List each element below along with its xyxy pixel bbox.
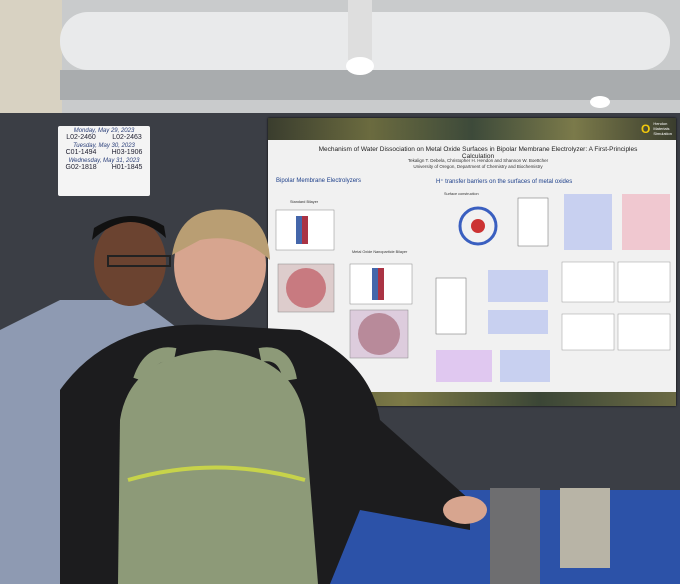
poster-figures: [275, 194, 671, 382]
legs: [560, 488, 610, 568]
poster-authors: Tekalign T. Debela, Christopher H. Hendo…: [407, 158, 549, 163]
poster: O Hendon Materials Simulation Mechanism …: [268, 118, 676, 406]
poster-header-band: [268, 118, 676, 140]
figure-label: Standard Bilayer: [290, 200, 319, 204]
schedule-codes: L02-2460 L02-2463: [58, 134, 150, 141]
hair: [172, 209, 270, 260]
light: [590, 96, 610, 108]
schedule-date: Tuesday, May 30, 2023: [73, 143, 135, 149]
logo: O Hendon Materials Simulation: [641, 121, 672, 136]
schedule-codes: G02-1818 H01-1845: [58, 164, 150, 171]
poster-code: H01-1845: [111, 164, 143, 171]
poster-code: C01-1494: [65, 149, 97, 156]
light-fixture: [348, 0, 372, 60]
poster-code: G02-1818: [65, 164, 97, 171]
hand: [443, 496, 487, 524]
hair: [92, 215, 166, 240]
schedule-date: Wednesday, May 31, 2023: [68, 158, 140, 164]
ceiling-truss: [60, 70, 680, 100]
poster-title: Mechanism of Water Dissociation on Metal…: [318, 146, 638, 160]
logo-line: Hendon: [653, 121, 668, 126]
glasses: [107, 255, 171, 267]
logo-mark: O: [640, 121, 651, 136]
pillar: [0, 0, 62, 115]
schedule-date: Monday, May 29, 2023: [73, 128, 135, 134]
schedule-codes: C01-1494 H03-1906: [58, 149, 150, 156]
section-heading: H⁺ transfer barriers on the surfaces of …: [436, 179, 573, 185]
light: [346, 57, 374, 75]
figure-label: Metal Oxide Nanoparticle Bilayer: [352, 250, 408, 254]
poster-code: L02-2463: [112, 134, 142, 141]
zipper-trim: [127, 465, 306, 482]
section-heading: Bipolar Membrane Electrolyzers: [276, 178, 362, 184]
figure-label: Surface construction: [444, 192, 479, 196]
man-head: [94, 218, 166, 306]
straps: [133, 347, 297, 383]
logo-line: Simulation: [653, 131, 672, 136]
legs: [490, 488, 540, 584]
schedule-card: Monday, May 29, 2023 L02-2460 L02-2463 Tues…: [58, 126, 150, 196]
poster-affiliation: University of Oregon, Department of Chem…: [413, 164, 543, 169]
logo-line: Materials: [653, 126, 670, 131]
logo-text: Hendon Materials Simulation: [653, 121, 672, 136]
poster-code: H03-1906: [111, 149, 143, 156]
poster-code: L02-2460: [66, 134, 96, 141]
schedule-list: Monday, May 29, 2023 L02-2460 L02-2463 Tues…: [58, 128, 150, 171]
